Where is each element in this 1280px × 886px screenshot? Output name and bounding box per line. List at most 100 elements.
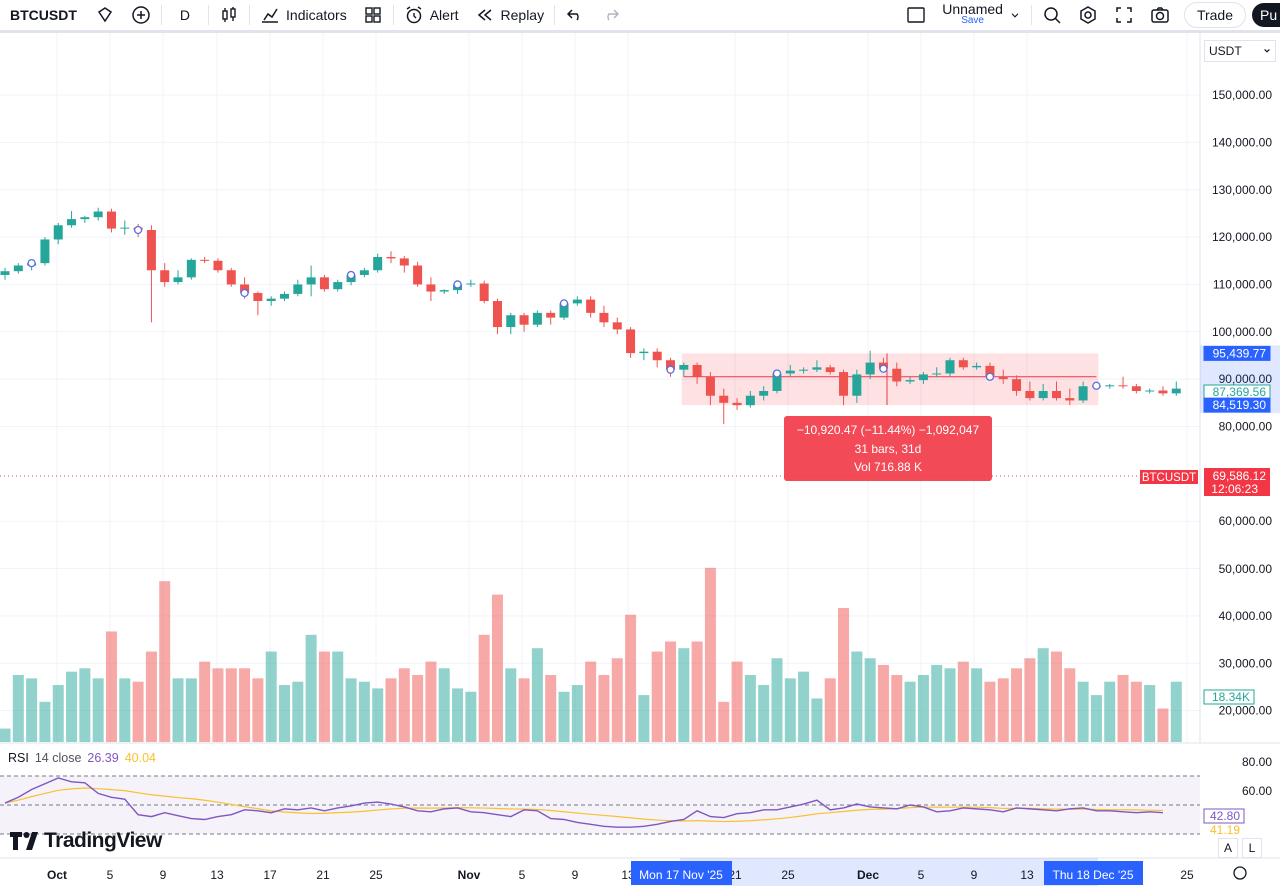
- price-tick-label: 90,000.00: [1219, 372, 1273, 386]
- volume-bar: [39, 701, 51, 742]
- toolbar-separator: [208, 5, 210, 25]
- candle-body: [599, 312, 609, 323]
- volume-bar: [545, 675, 557, 742]
- volume-bar: [491, 594, 503, 742]
- volume-bar: [1117, 675, 1129, 742]
- volume-bar: [305, 634, 317, 742]
- indicators-button[interactable]: Indicators: [252, 0, 355, 30]
- candle-body: [266, 298, 276, 302]
- candle-body: [413, 265, 423, 285]
- volume-bar: [358, 681, 370, 742]
- toolbar-separator: [554, 5, 556, 25]
- publish-button[interactable]: Pu: [1252, 3, 1280, 27]
- fullscreen-button[interactable]: [1106, 0, 1142, 30]
- candle-body: [626, 329, 636, 354]
- time-tick-label: 9: [160, 868, 167, 882]
- time-cursor-2-bg: [1044, 861, 1143, 885]
- volume-bar: [877, 664, 889, 742]
- layout-toggle-button[interactable]: [898, 0, 934, 30]
- volume-bar: [704, 567, 716, 742]
- volume-bar: [92, 678, 104, 742]
- rsi-line: [4, 777, 1164, 828]
- candle-body: [799, 369, 809, 371]
- candle-body: [705, 376, 715, 396]
- alert-symbol-bg: [1140, 470, 1198, 484]
- candle-body: [240, 284, 250, 293]
- candle-body: [945, 360, 955, 374]
- volume-bar: [864, 658, 876, 742]
- price-tick-label: 60,000.00: [1219, 514, 1273, 528]
- snapshot-button[interactable]: [1142, 0, 1178, 30]
- volume-bar: [784, 678, 796, 742]
- compare-symbol-button[interactable]: [123, 0, 159, 30]
- symbol-settings-button[interactable]: [87, 0, 123, 30]
- candle-body: [399, 258, 409, 266]
- auto-scale-button[interactable]: A: [1218, 838, 1238, 858]
- volume-bar: [332, 651, 344, 742]
- candle-body: [519, 315, 529, 325]
- volume-bar: [0, 728, 11, 742]
- time-cursor-2-label: Thu 18 Dec '25: [1052, 868, 1133, 882]
- candle-body: [373, 256, 383, 271]
- candle-body: [466, 283, 476, 285]
- candle-body: [1118, 385, 1128, 387]
- candle-body: [559, 303, 569, 318]
- price-tick-label: 20,000.00: [1219, 704, 1273, 718]
- volume-bar: [465, 691, 477, 742]
- gear-icon: [1080, 6, 1096, 24]
- candle-body: [666, 360, 675, 370]
- candle-body: [825, 367, 835, 373]
- candle-body: [612, 322, 622, 330]
- volume-bar: [1170, 681, 1182, 742]
- volume-bar: [891, 675, 903, 742]
- chart-type-button[interactable]: [211, 0, 247, 30]
- layout-name-button[interactable]: Unnamed Save: [934, 0, 1029, 30]
- undo-button[interactable]: [557, 0, 593, 30]
- rsi-current-bg: [1203, 808, 1245, 824]
- trade-button[interactable]: Trade: [1183, 2, 1246, 28]
- candle-body: [160, 270, 170, 283]
- symbol-search-button[interactable]: BTCUSDT: [0, 0, 87, 30]
- volume-bar: [518, 678, 530, 742]
- quick-search-button[interactable]: [1034, 0, 1070, 30]
- currency-label: USDT: [1209, 44, 1242, 58]
- candle-body: [572, 299, 582, 304]
- tradingview-logo[interactable]: TradingView: [10, 829, 162, 853]
- time-tick-label: 17: [263, 868, 277, 882]
- candle-body: [586, 299, 596, 313]
- volume-bar: [798, 671, 810, 742]
- volume-bar: [159, 581, 171, 742]
- volume-bar: [1144, 685, 1156, 742]
- candle-body: [1025, 390, 1035, 399]
- redo-button[interactable]: [593, 0, 629, 30]
- time-tick-label: 25: [1180, 868, 1194, 882]
- rsi-legend[interactable]: RSI 14 close 26.39 40.04: [8, 751, 156, 765]
- event-marker-icon: [666, 365, 675, 374]
- log-scale-button[interactable]: L: [1242, 838, 1262, 858]
- price-tick-label: 150,000.00: [1212, 88, 1272, 102]
- settings-button[interactable]: [1070, 0, 1106, 30]
- event-marker-icon: [1092, 381, 1101, 390]
- volume-bar: [1024, 658, 1036, 742]
- candle-body: [1158, 390, 1168, 394]
- volume-bar: [904, 681, 916, 742]
- time-tick-label: 13: [1020, 868, 1034, 882]
- volume-bar: [531, 648, 543, 742]
- candle-body: [93, 211, 103, 218]
- rsi-current-label: 42.80: [1210, 809, 1240, 823]
- alert-button[interactable]: Alert: [396, 0, 467, 30]
- volume-bar: [26, 678, 38, 742]
- currency-select[interactable]: USDT: [1204, 40, 1276, 62]
- volume-bar: [824, 678, 836, 742]
- volume-bar: [665, 641, 676, 742]
- candle-body: [532, 312, 542, 325]
- replay-button[interactable]: Replay: [467, 0, 553, 30]
- rsi-name: RSI: [8, 751, 29, 765]
- candle-body: [439, 290, 449, 292]
- templates-button[interactable]: [355, 0, 391, 30]
- interval-button[interactable]: D: [164, 0, 206, 30]
- event-marker-icon: [985, 372, 995, 381]
- candle-body: [479, 283, 489, 302]
- volume-bar: [412, 675, 424, 742]
- price-chart[interactable]: 150,000.00 140,000.00 130,000.00 120,000.00…: [0, 33, 1280, 886]
